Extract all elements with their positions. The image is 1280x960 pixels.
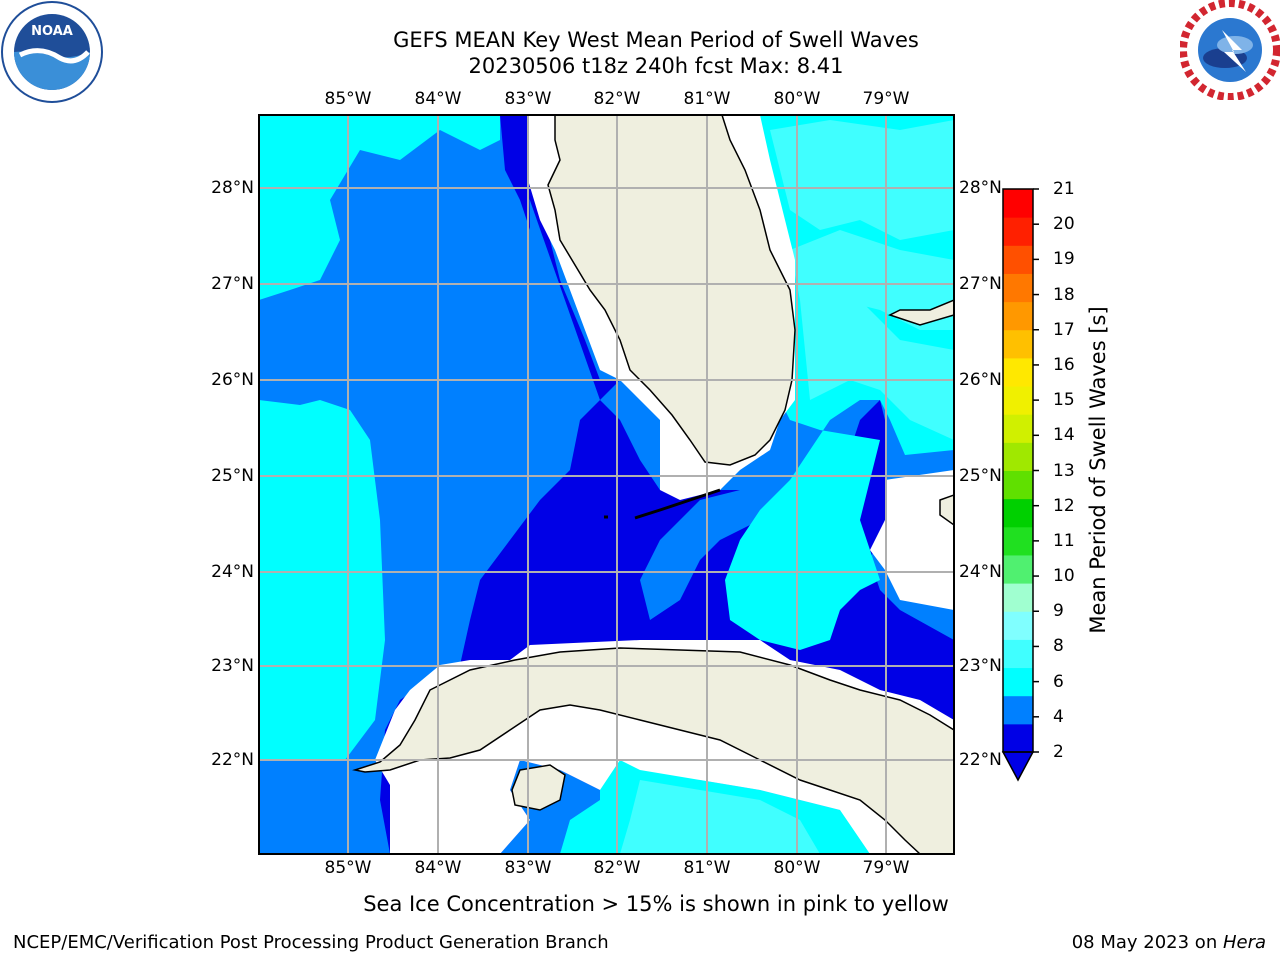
colorbar-tick-label: 16 <box>1053 354 1075 375</box>
colorbar-tick-label: 20 <box>1053 214 1075 235</box>
colorbar-segment <box>1003 357 1033 387</box>
land-bahamas <box>888 299 954 326</box>
colorbar-tick-label: 8 <box>1053 636 1064 657</box>
nws-logo <box>1180 0 1280 100</box>
lat-label-left: 24°N <box>211 562 254 582</box>
colorbar-segment <box>1003 498 1033 528</box>
colorbar-segment <box>1003 611 1033 640</box>
noaa-logo: NOAA <box>1 1 103 103</box>
svg-text:NOAA: NOAA <box>31 24 73 39</box>
lat-label-right: 22°N <box>959 750 1002 770</box>
lat-label-left: 26°N <box>211 370 254 390</box>
title-line-2: 20230506 t18z 240h fcst Max: 8.41 <box>468 54 844 78</box>
lat-label-right: 28°N <box>959 178 1002 198</box>
lat-label-left: 22°N <box>211 750 254 770</box>
colorbar-segment <box>1003 554 1033 584</box>
colorbar-segment <box>1003 217 1033 246</box>
lon-label-bottom: 83°W <box>504 858 552 878</box>
colorbar-tick-label: 13 <box>1053 460 1075 481</box>
lon-label-top: 79°W <box>862 89 910 109</box>
colorbar-label: Mean Period of Swell Waves [s] <box>1086 306 1110 634</box>
colorbar-tick-label: 17 <box>1053 319 1075 340</box>
colorbar-tick-label: 15 <box>1053 390 1075 411</box>
colorbar-tick-label: 14 <box>1053 425 1075 446</box>
lon-label-top: 81°W <box>683 89 731 109</box>
land-isla-juventud <box>511 764 566 811</box>
colorbar-segment <box>1003 245 1033 274</box>
colorbar-segment <box>1003 723 1033 753</box>
lon-label-top: 80°W <box>773 89 821 109</box>
colorbar-tick-label: 2 <box>1053 742 1064 762</box>
lat-label-right: 26°N <box>959 370 1002 390</box>
map-frame <box>258 114 955 855</box>
lat-label-right: 25°N <box>959 466 1002 486</box>
colorbar-tick-label: 6 <box>1053 671 1064 692</box>
colorbar-tick-label: 19 <box>1053 249 1075 270</box>
lat-label-right: 27°N <box>959 274 1002 294</box>
lat-label-left: 27°N <box>211 274 254 294</box>
lon-label-bottom: 80°W <box>773 858 821 878</box>
lat-label-right: 23°N <box>959 656 1002 676</box>
colorbar-segment <box>1003 301 1033 331</box>
colorbar-tick-label: 11 <box>1053 530 1075 551</box>
map-plot-area <box>259 115 954 854</box>
lon-label-bottom: 81°W <box>683 858 731 878</box>
footer-host: Hera <box>1222 932 1266 953</box>
colorbar-segment <box>1003 386 1033 415</box>
lon-label-bottom: 84°W <box>414 858 462 878</box>
lon-label-top: 84°W <box>414 89 462 109</box>
colorbar-tick-label: 18 <box>1053 284 1075 305</box>
colorbar-tick-label: 12 <box>1053 495 1075 516</box>
colorbar-tick-label: 9 <box>1053 601 1064 622</box>
land-cuba <box>352 647 954 854</box>
lon-label-bottom: 85°W <box>324 858 372 878</box>
colorbar-segment <box>1003 639 1033 669</box>
colorbar-segment <box>1003 273 1033 303</box>
lon-label-bottom: 79°W <box>862 858 910 878</box>
colorbar-segment <box>1003 189 1033 218</box>
graticule <box>259 115 954 854</box>
lat-label-left: 25°N <box>211 466 254 486</box>
lon-label-top: 82°W <box>593 89 641 109</box>
colorbar-segment <box>1003 667 1033 697</box>
lat-label-right: 24°N <box>959 562 1002 582</box>
colorbar-tick-label: 21 <box>1053 179 1075 199</box>
lon-label-top: 85°W <box>324 89 372 109</box>
lon-label-bottom: 82°W <box>593 858 641 878</box>
footer-branch: NCEP/EMC/Verification Post Processing Pr… <box>13 932 609 953</box>
title-line-1: GEFS MEAN Key West Mean Period of Swell … <box>393 28 919 52</box>
colorbar-segment <box>1003 695 1033 725</box>
colorbar-segment <box>1003 470 1033 500</box>
colorbar-segment <box>1003 526 1033 556</box>
colorbar-segment <box>1003 583 1033 612</box>
sea-ice-note: Sea Ice Concentration > 15% is shown in … <box>363 892 949 916</box>
land-florida <box>547 115 796 466</box>
colorbar <box>1001 188 1039 782</box>
lat-label-left: 23°N <box>211 656 254 676</box>
lon-label-top: 83°W <box>504 89 552 109</box>
lat-label-left: 28°N <box>211 178 254 198</box>
colorbar-segment <box>1003 442 1033 471</box>
colorbar-tick-label: 4 <box>1053 706 1064 727</box>
footer-date-text: 08 May 2023 on <box>1071 932 1223 953</box>
footer-date: 08 May 2023 on Hera <box>1072 932 1266 954</box>
colorbar-tick-label: 10 <box>1053 566 1075 587</box>
colorbar-segment <box>1003 414 1033 443</box>
colorbar-segment <box>1003 329 1033 359</box>
